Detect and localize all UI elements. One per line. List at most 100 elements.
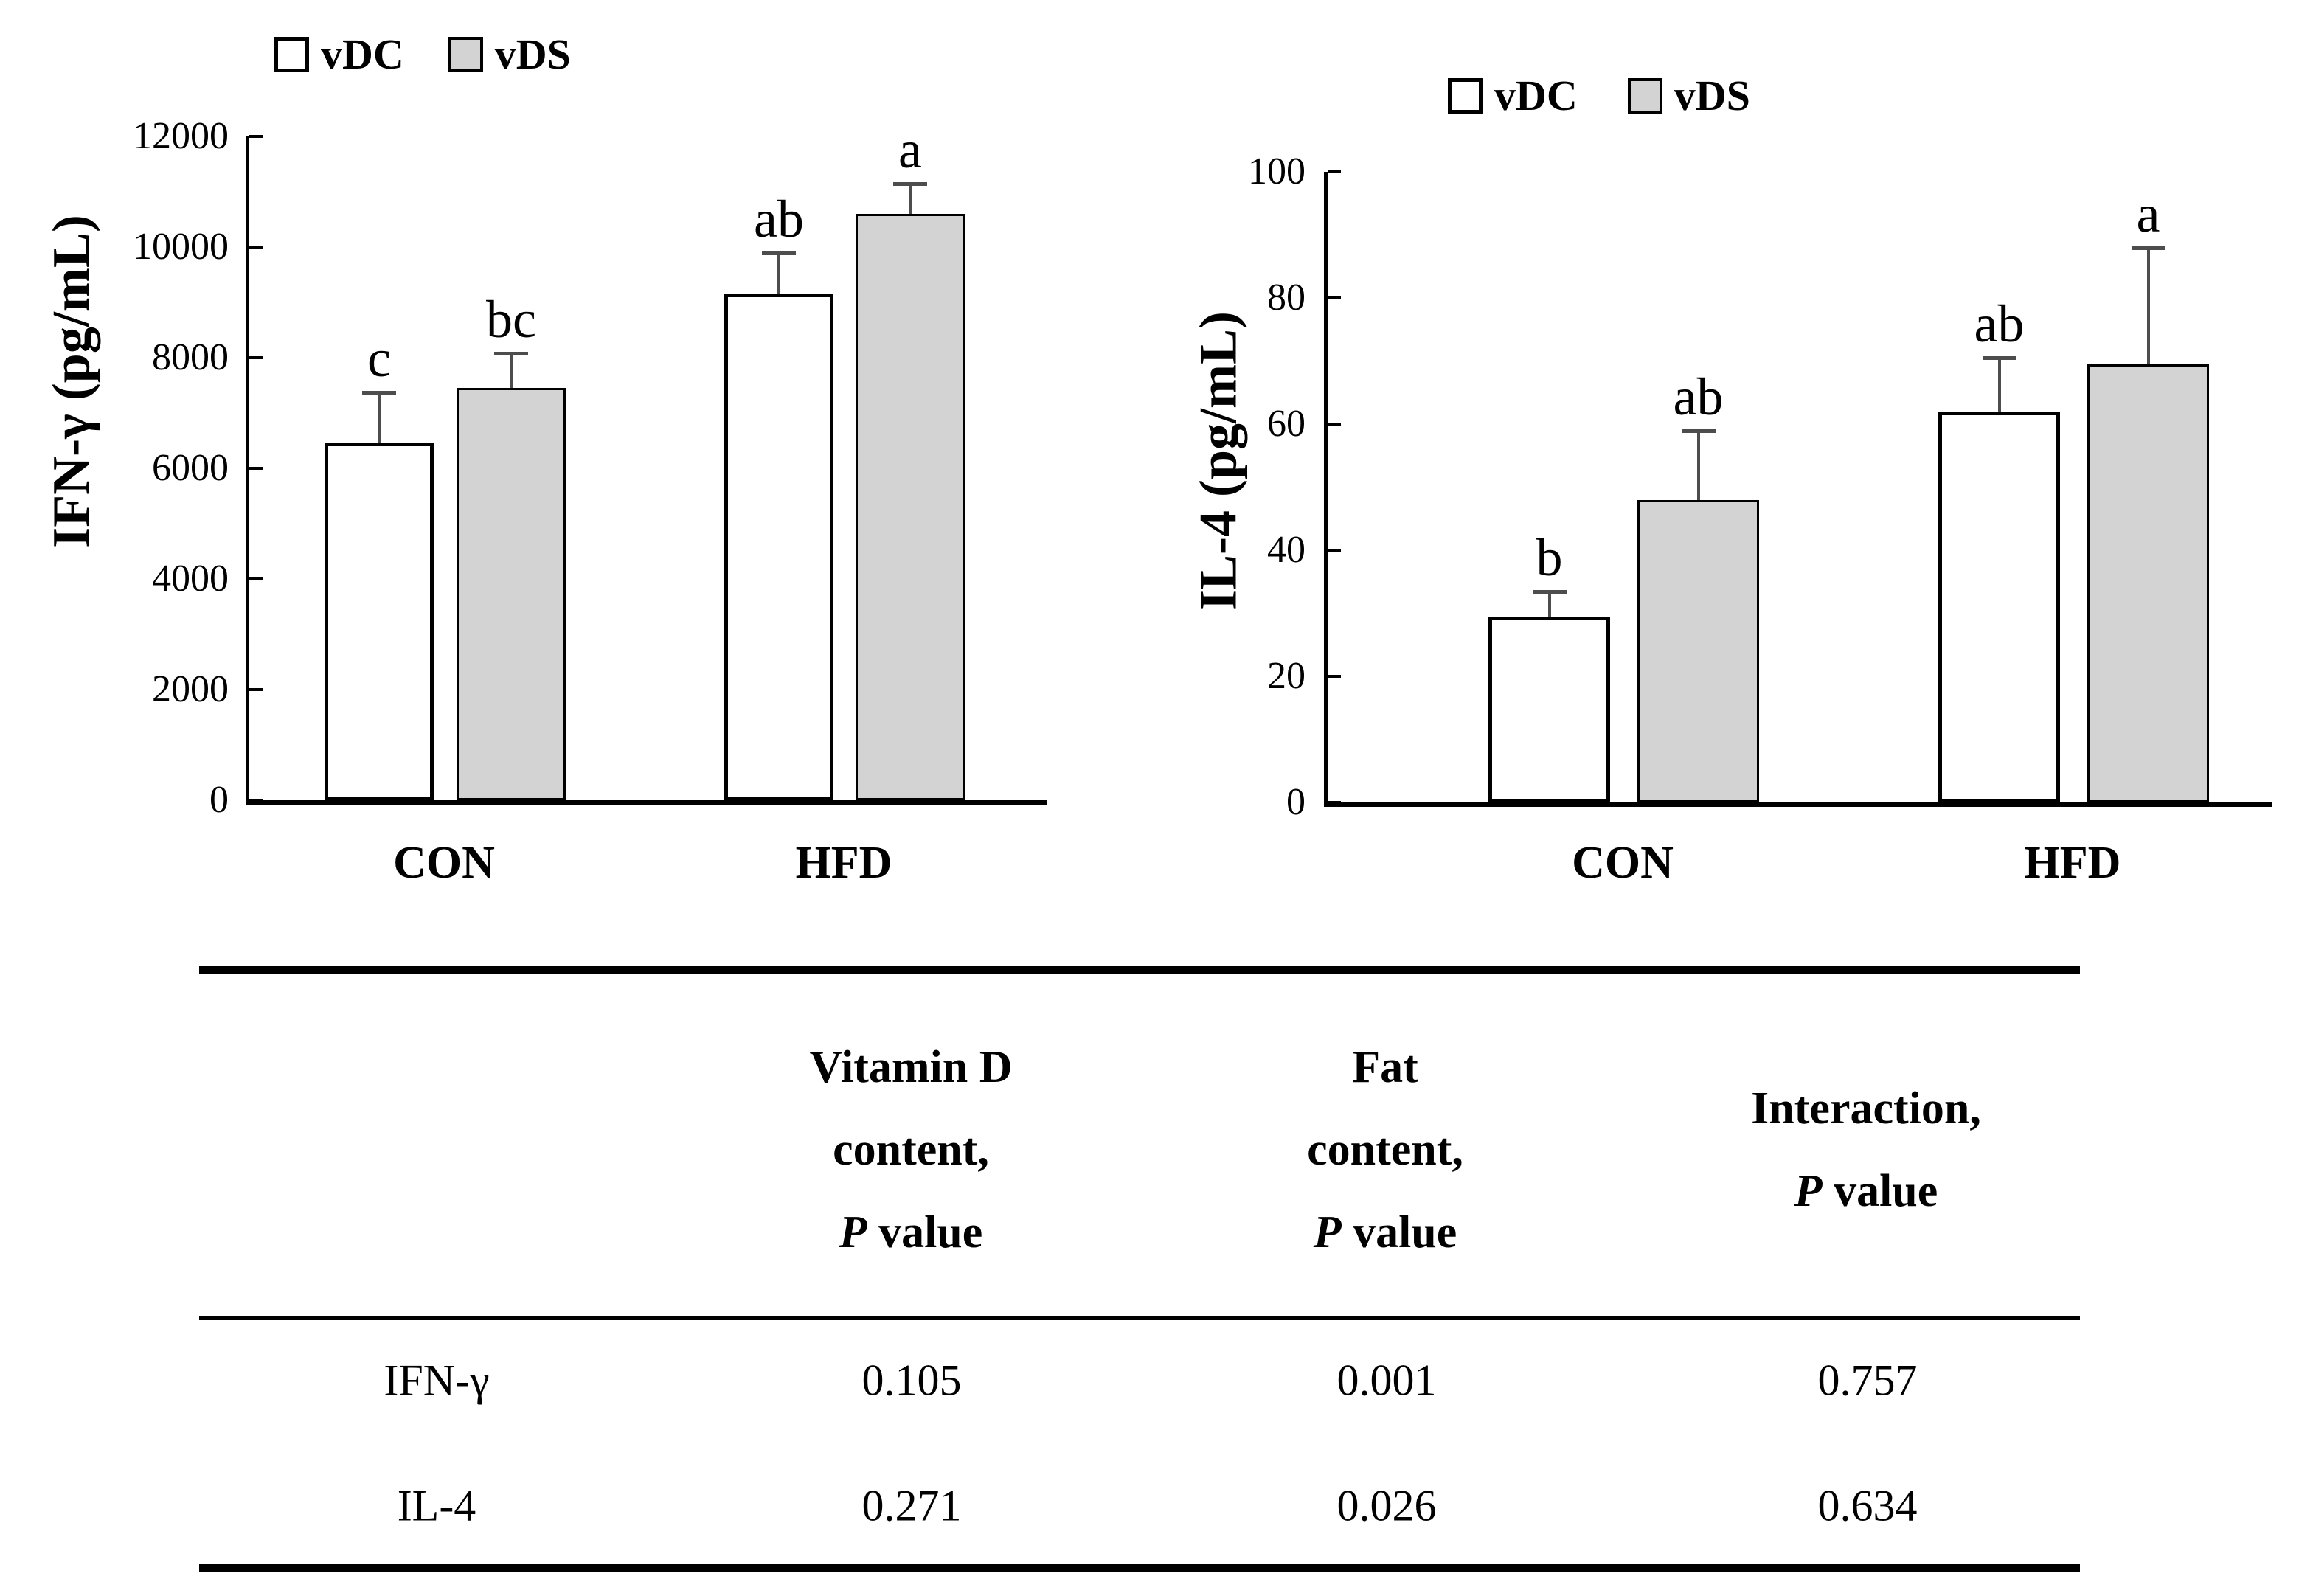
il4-y-tick-label-40: 40 — [1267, 529, 1305, 571]
ifn-y-tick-label-2000: 2000 — [152, 668, 229, 710]
il4-legend-vds-swatch-icon — [1627, 77, 1662, 114]
il4-y-tick-label-80: 80 — [1267, 277, 1305, 319]
il4-error-bar-CON-vDC — [1547, 591, 1551, 617]
ifn-error-bar-HFD-vDC — [777, 252, 780, 294]
ifn-x-axis-line — [246, 800, 1047, 805]
il4-y-tick-label-20: 20 — [1267, 655, 1305, 697]
ifn-error-bar-CON-vDS — [510, 353, 513, 389]
il4-y-tick-label-60: 60 — [1267, 403, 1305, 445]
ifn-y-tick-label-0: 0 — [209, 779, 229, 821]
il4-sig-letter-CON-vDC: b — [1536, 527, 1563, 587]
table-header-interaction-line1: Interaction, — [1751, 1083, 1981, 1134]
ifn-y-tick-label-10000: 10000 — [133, 226, 229, 268]
table-header-fat-line2: content, — [1307, 1125, 1463, 1175]
ifn-error-cap-CON-vDS — [494, 352, 528, 355]
ifn-error-bar-HFD-vDS — [909, 183, 912, 214]
il4-y-tick-20 — [1328, 675, 1341, 678]
ifn-legend-vds-label: vDS — [494, 30, 571, 78]
ifn-bar-HFD-vDC — [724, 294, 833, 800]
ifn-sig-letter-HFD-vDC: ab — [754, 189, 804, 249]
ifn-error-cap-CON-vDC — [362, 391, 396, 395]
table-cell-il4-interaction: 0.634 — [1817, 1481, 1918, 1530]
ifn-error-cap-HFD-vDC — [762, 251, 796, 255]
il4-bar-HFD-vDS — [2087, 364, 2209, 802]
ifn-legend: vDC vDS — [274, 30, 615, 79]
table-cell-ifn-interaction: 0.757 — [1817, 1356, 1918, 1405]
il4-y-tick-60 — [1328, 423, 1341, 426]
table-row-label-il4: IL-4 — [397, 1481, 476, 1530]
ifn-legend-vdc-label: vDC — [321, 30, 404, 78]
table-cell-il4-vitamin-d: 0.271 — [861, 1481, 962, 1530]
ifn-sig-letter-HFD-vDS: a — [898, 119, 922, 179]
ifn-x-category-label-CON: CON — [393, 838, 495, 888]
table-header-fat-line3: P value — [1314, 1207, 1457, 1259]
il4-bar-CON-vDC — [1488, 616, 1610, 802]
ifn-y-tick-4000 — [249, 577, 263, 580]
il4-y-tick-80 — [1328, 296, 1341, 299]
table-header-interaction-line2: P value — [1794, 1165, 1938, 1218]
il4-x-category-label-HFD: HFD — [2024, 838, 2121, 888]
ifn-y-axis-line — [246, 136, 249, 805]
ifn-y-tick-label-12000: 12000 — [133, 115, 229, 157]
ifn-y-tick-8000 — [249, 356, 263, 359]
ifn-bar-HFD-vDS — [856, 214, 965, 800]
il4-y-tick-label-100: 100 — [1248, 150, 1305, 192]
ifn-x-category-label-HFD: HFD — [795, 838, 892, 888]
il4-error-cap-CON-vDS — [1681, 429, 1716, 433]
table-row-label-ifn: IFN-γ — [384, 1356, 490, 1405]
ifn-sig-letter-CON-vDS: bc — [486, 290, 536, 349]
table-cell-ifn-fat: 0.001 — [1336, 1356, 1437, 1405]
il4-error-cap-CON-vDC — [1532, 589, 1567, 594]
table-bottom-rule — [199, 1564, 2080, 1572]
il4-error-cap-HFD-vDS — [2131, 246, 2165, 250]
table-cell-ifn-vitamin-d: 0.105 — [861, 1356, 962, 1405]
table-header-fat-p: P — [1313, 1207, 1342, 1257]
il4-error-cap-HFD-vDC — [1982, 356, 2016, 361]
il4-y-tick-label-0: 0 — [1286, 781, 1305, 823]
il4-legend-vdc-label: vDC — [1494, 72, 1578, 119]
ifn-sig-letter-CON-vDC: c — [367, 329, 391, 389]
ifn-y-tick-label-6000: 6000 — [152, 447, 229, 489]
il4-x-category-label-CON: CON — [1572, 838, 1674, 888]
il4-legend: vDC vDS — [1448, 71, 1794, 120]
il4-bar-CON-vDS — [1637, 499, 1759, 802]
il4-error-bar-HFD-vDS — [2146, 247, 2150, 364]
ifn-y-tick-0 — [249, 799, 263, 802]
il4-sig-letter-CON-vDS: ab — [1673, 367, 1724, 426]
il4-legend-vdc-swatch-icon — [1448, 77, 1483, 114]
ifn-y-tick-6000 — [249, 467, 263, 470]
ifn-error-cap-HFD-vDS — [893, 181, 927, 186]
ifn-bar-CON-vDC — [325, 442, 434, 800]
il4-error-bar-CON-vDS — [1696, 430, 1700, 500]
il4-error-bar-HFD-vDC — [1997, 358, 2001, 412]
il4-sig-letter-HFD-vDS: a — [2136, 184, 2160, 243]
table-header-vitamin-d-value-word: value — [867, 1207, 983, 1257]
table-header-fat-line1: Fat — [1352, 1042, 1418, 1092]
il4-y-tick-0 — [1328, 801, 1341, 804]
ifn-y-tick-12000 — [249, 135, 263, 138]
table-header-interaction-p: P — [1794, 1166, 1823, 1216]
il4-x-axis-line — [1324, 802, 2272, 807]
table-cell-il4-fat: 0.026 — [1336, 1481, 1437, 1530]
ifn-bar-CON-vDS — [457, 388, 566, 800]
ifn-y-tick-label-4000: 4000 — [152, 558, 229, 600]
table-header-vitamin-d-p: P — [839, 1207, 867, 1257]
il4-y-tick-100 — [1328, 170, 1341, 173]
table-header-vitamin-d-line2: content, — [833, 1125, 989, 1175]
table-header-interaction-value-word: value — [1822, 1166, 1938, 1216]
table-mid-rule — [199, 1316, 2080, 1320]
il4-bar-HFD-vDC — [1938, 411, 2060, 802]
il4-y-axis-label: IL-4 (pg/mL) — [1188, 310, 1248, 611]
il4-y-tick-40 — [1328, 549, 1341, 552]
il4-sig-letter-HFD-vDC: ab — [1974, 294, 2025, 354]
ifn-y-tick-2000 — [249, 688, 263, 691]
table-top-rule — [199, 966, 2080, 974]
ifn-y-tick-10000 — [249, 246, 263, 249]
il4-y-axis-line — [1324, 172, 1328, 807]
ifn-legend-vdc-swatch-icon — [274, 36, 309, 72]
ifn-y-tick-label-8000: 8000 — [152, 336, 229, 378]
ifn-legend-vds-swatch-icon — [448, 36, 483, 72]
table-header-vitamin-d-line1: Vitamin D — [809, 1042, 1013, 1092]
table-header-vitamin-d-line3: P value — [839, 1207, 983, 1259]
